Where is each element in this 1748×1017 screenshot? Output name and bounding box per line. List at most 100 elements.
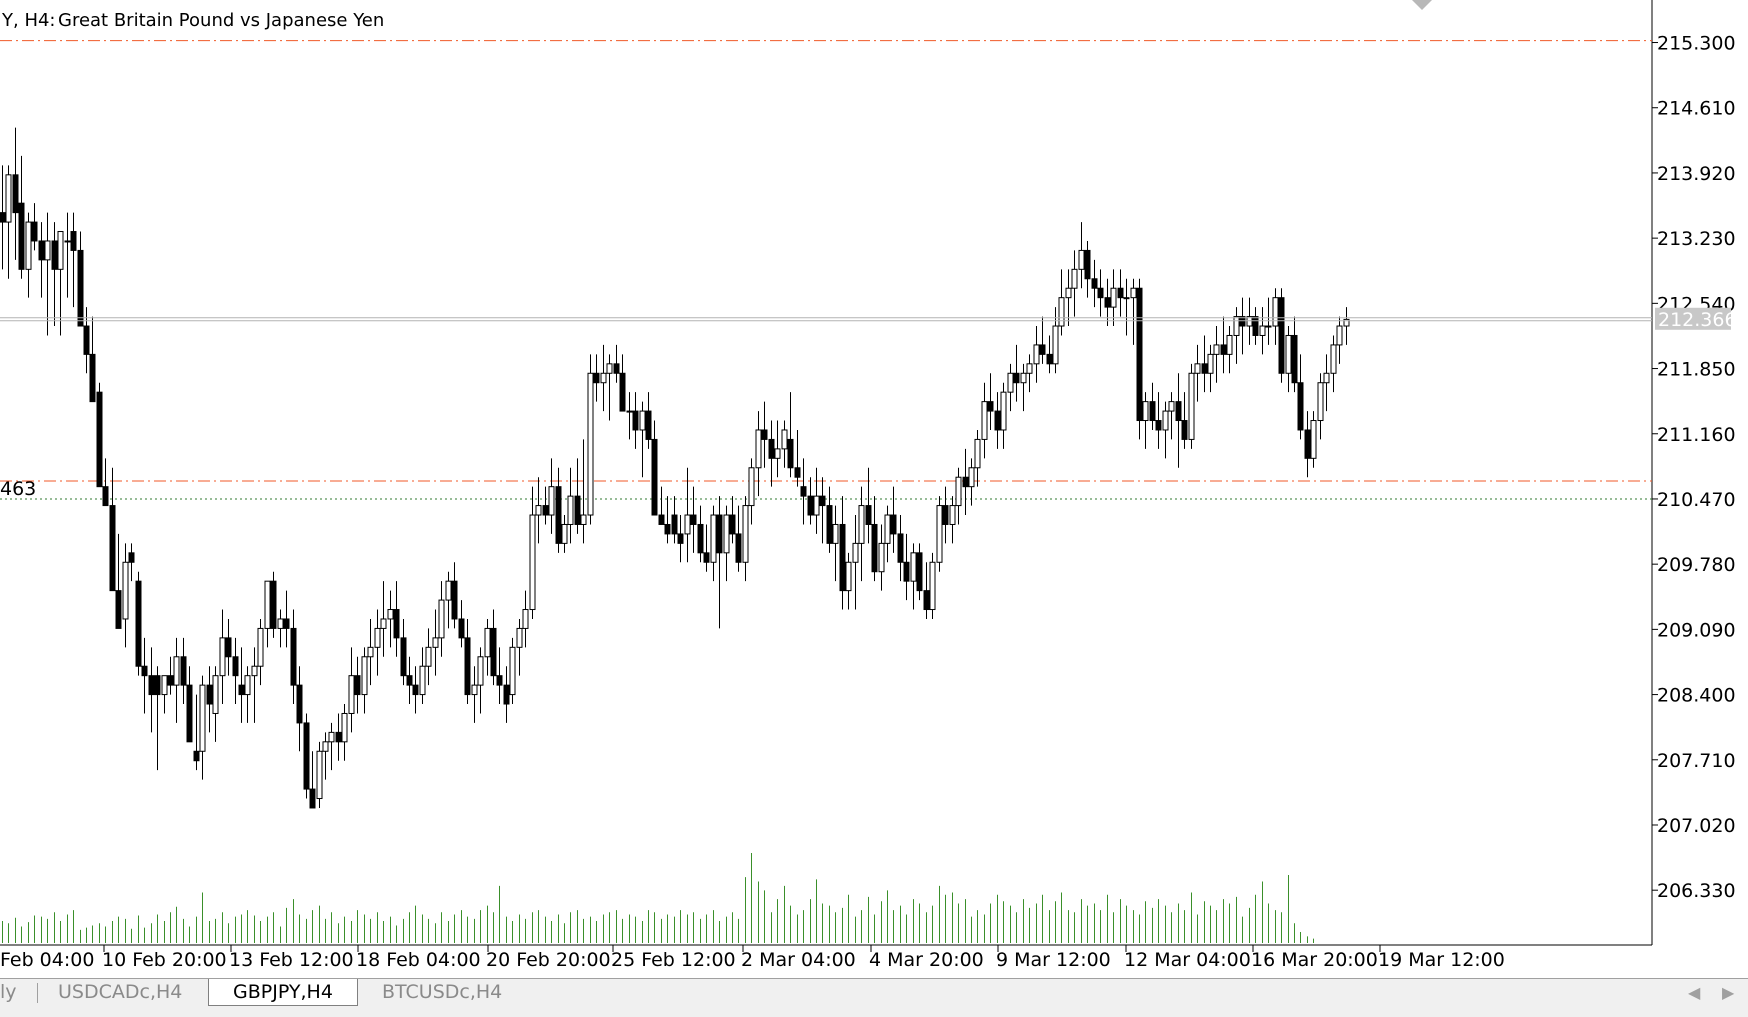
candle-body [354, 675, 361, 696]
candle-body [1142, 401, 1149, 422]
tab-usdcad-h4[interactable]: USDCADc,H4 [58, 981, 183, 1003]
candle-body [949, 505, 956, 525]
candle-body [1065, 287, 1072, 299]
time-tick-label: 20 Feb 20:00 [486, 949, 611, 971]
candle-body [845, 561, 852, 592]
candle-body [400, 637, 407, 677]
candle-body [290, 627, 297, 686]
candle-body [1026, 363, 1033, 374]
candle-body [244, 675, 251, 696]
candle-body [1317, 382, 1324, 422]
candle-body [64, 240, 71, 243]
candle-body [1304, 429, 1311, 459]
candle-body [974, 438, 981, 469]
time-tick-label: 18 Feb 04:00 [356, 949, 481, 971]
candle-body [161, 675, 168, 696]
candle-body [51, 240, 58, 270]
candle-body [522, 609, 529, 629]
candle-body [987, 401, 994, 412]
candle-body [755, 429, 762, 469]
candle-body [1330, 344, 1337, 374]
candle-body [83, 325, 90, 355]
candle-body [283, 618, 290, 629]
candle-body [348, 675, 355, 714]
candle-body [1117, 287, 1124, 299]
price-tick-label: 211.160 [1657, 424, 1736, 446]
candle-body [600, 372, 607, 384]
candle-body [1239, 316, 1246, 327]
candle-body [115, 590, 122, 629]
candle-body [270, 580, 277, 629]
tab-gbpjpy-h4[interactable]: GBPJPY,H4 [208, 979, 358, 1006]
candle-body [936, 505, 943, 563]
candle-body [768, 438, 775, 459]
candle-body [1285, 334, 1292, 374]
candle-body [509, 646, 516, 696]
candle-body [1278, 297, 1285, 374]
candle-body [0, 212, 6, 223]
time-tick-label: 4 Mar 20:00 [869, 949, 984, 971]
candle-body [819, 495, 826, 507]
candle-body [128, 552, 135, 563]
candle-body [852, 542, 859, 563]
candle-body [335, 731, 342, 743]
time-tick-label: 25 Feb 12:00 [611, 949, 736, 971]
candle-body [632, 410, 639, 431]
candle-body [735, 533, 742, 563]
candle-body [1104, 297, 1111, 308]
candle-body [1110, 287, 1117, 308]
tab-btcusd-h4[interactable]: BTCUSDc,H4 [382, 981, 503, 1003]
candle-body [1336, 325, 1343, 346]
candle-body [77, 249, 84, 327]
scroll-left-icon[interactable]: ◀ [1688, 983, 1701, 1002]
candle-body [1297, 382, 1304, 431]
candle-body [1175, 401, 1182, 422]
price-tick-label: 214.610 [1657, 98, 1736, 120]
candle-body [484, 627, 491, 658]
candle-body [199, 684, 206, 752]
price-tick-label: 213.230 [1657, 228, 1736, 250]
candle-body [1220, 344, 1227, 355]
candle-body [1252, 316, 1259, 336]
candle-body [25, 221, 32, 270]
candle-body [1310, 420, 1317, 459]
scroll-right-icon[interactable]: ▶ [1722, 983, 1735, 1002]
candle-body [878, 542, 885, 573]
candle-body [555, 486, 562, 544]
candle-body [716, 514, 723, 554]
candle-body [490, 627, 497, 677]
price-tick-label: 207.020 [1657, 815, 1736, 837]
candle-body [277, 618, 284, 629]
candle-body [697, 523, 704, 554]
candle-body [464, 637, 471, 696]
candle-body [723, 514, 730, 554]
candle-body [710, 514, 717, 563]
candle-body [438, 599, 445, 639]
candle-body [96, 391, 103, 488]
candle-body [742, 505, 749, 563]
candle-body [309, 788, 316, 809]
candle-body [225, 637, 232, 658]
price-chart[interactable]: 215.300214.610213.920213.230212.540211.8… [0, 0, 1748, 978]
tab-separator [37, 983, 38, 1003]
time-tick-label: Feb 04:00 [0, 949, 94, 971]
candle-body [516, 627, 523, 648]
candle-body [1136, 287, 1143, 422]
candle-body [1033, 344, 1040, 365]
candle-body [1291, 334, 1298, 384]
candle-body [574, 495, 581, 525]
candle-body [639, 410, 646, 431]
candle-body [561, 523, 568, 544]
candle-body [794, 467, 801, 478]
candle-body [328, 731, 335, 743]
tab-daily[interactable]: ly [0, 981, 17, 1003]
current-price-label: 212.366 [1658, 309, 1737, 331]
candle-body [677, 533, 684, 544]
candle-body [1259, 325, 1266, 336]
candle-body [238, 684, 245, 696]
price-tick-label: 208.400 [1657, 685, 1736, 707]
candle-body [871, 523, 878, 573]
candle-body [148, 675, 155, 696]
candle-body [1020, 372, 1027, 384]
